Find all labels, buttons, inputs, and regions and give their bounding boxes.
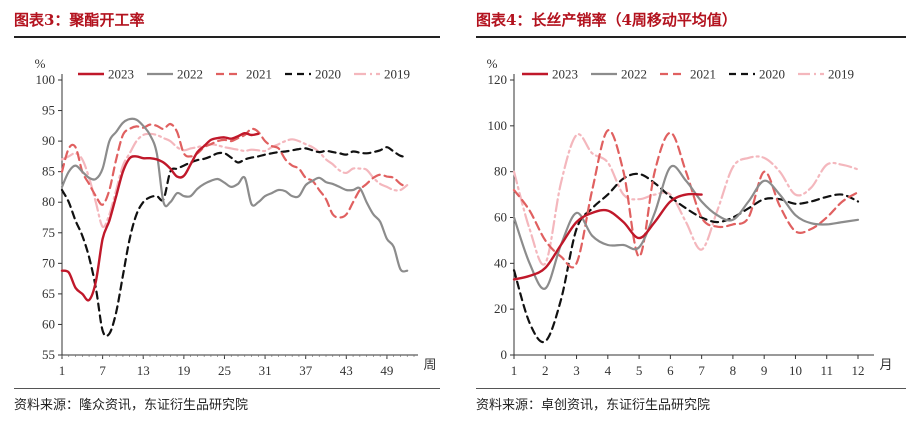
y-tick-label: 100 bbox=[36, 72, 56, 87]
y-tick-label: 20 bbox=[494, 301, 507, 316]
series-line-2019 bbox=[512, 133, 860, 266]
legend: 2023 2022 2021 2020 2019 bbox=[522, 67, 854, 82]
series-line-2023 bbox=[512, 192, 703, 281]
legend: 2023 2022 2021 2020 2019 bbox=[78, 67, 410, 82]
series-line-2023 bbox=[60, 131, 260, 302]
source-rule bbox=[476, 388, 906, 389]
y-tick-label: 70 bbox=[42, 255, 55, 270]
x-tick-label: 7 bbox=[99, 363, 106, 378]
source-note: 资料来源：隆众资讯，东证衍生品研究院 bbox=[14, 398, 249, 413]
series-line-2022 bbox=[512, 164, 860, 290]
x-tick-label: 1 bbox=[511, 363, 518, 378]
y-tick-label: 100 bbox=[488, 118, 508, 133]
legend-label-2022: 2022 bbox=[177, 67, 203, 82]
line-chart-polyester-operating-rate: 55 60 65 70 75 80 85 90 95 100% 1 7 13 19 25 31 37 43 49 周 2… bbox=[35, 56, 437, 378]
chart-title: 图表4：长丝产销率（4周移动平均值） bbox=[476, 11, 737, 29]
y-tick-label: 60 bbox=[494, 210, 507, 225]
chart-panel-filament-sales-rate: 图表4：长丝产销率（4周移动平均值） 0 20 40 60 80 100 120% 1 2 3 4 5… bbox=[462, 0, 912, 423]
x-tick-label: 10 bbox=[789, 363, 802, 378]
x-tick-label: 1 bbox=[59, 363, 66, 378]
y-tick-label: 65 bbox=[42, 286, 55, 301]
y-tick-label: 75 bbox=[42, 225, 55, 240]
y-tick-label: 120 bbox=[488, 72, 508, 87]
x-tick-label: 13 bbox=[137, 363, 150, 378]
y-tick-label: 80 bbox=[42, 194, 55, 209]
legend-label-2023: 2023 bbox=[552, 67, 578, 82]
x-axis-unit-label: 周 bbox=[423, 357, 436, 372]
y-tick-label: 60 bbox=[42, 316, 55, 331]
chart-title: 图表3：聚酯开工率 bbox=[14, 11, 145, 29]
source-rule bbox=[14, 388, 440, 389]
x-tick-label: 25 bbox=[218, 363, 231, 378]
x-tick-label: 37 bbox=[299, 363, 313, 378]
y-axis-unit-label: % bbox=[35, 56, 46, 71]
y-tick-label: 90 bbox=[42, 133, 55, 148]
legend-label-2021: 2021 bbox=[246, 67, 272, 82]
x-tick-label: 31 bbox=[259, 363, 272, 378]
legend-label-2019: 2019 bbox=[828, 67, 854, 82]
legend-label-2023: 2023 bbox=[108, 67, 134, 82]
y-tick-label: 0 bbox=[501, 347, 508, 362]
y-axis-unit-label: % bbox=[487, 56, 498, 71]
series-line-2019 bbox=[60, 132, 409, 229]
series-line-2022 bbox=[60, 117, 409, 273]
series-line-2021 bbox=[60, 122, 409, 219]
x-tick-label: 12 bbox=[852, 363, 865, 378]
x-tick-label: 9 bbox=[761, 363, 768, 378]
x-axis-unit-label: 月 bbox=[879, 357, 892, 372]
legend-label-2020: 2020 bbox=[315, 67, 341, 82]
x-tick-label: 4 bbox=[605, 363, 612, 378]
legend-label-2019: 2019 bbox=[384, 67, 410, 82]
x-tick-label: 43 bbox=[340, 363, 353, 378]
x-tick-label: 2 bbox=[542, 363, 549, 378]
x-tick-label: 49 bbox=[380, 363, 393, 378]
x-tick-label: 8 bbox=[730, 363, 737, 378]
x-tick-label: 6 bbox=[667, 363, 674, 378]
title-rule bbox=[476, 36, 906, 38]
title-rule bbox=[14, 36, 440, 38]
source-note: 资料来源：卓创资讯，东证衍生品研究院 bbox=[476, 398, 711, 413]
x-tick-label: 5 bbox=[636, 363, 643, 378]
y-tick-label: 80 bbox=[494, 164, 507, 179]
chart-panel-polyester-operating-rate: 图表3：聚酯开工率 55 60 65 70 75 80 85 90 95 100% 1 7 13 19 25… bbox=[0, 0, 446, 423]
y-tick-label: 85 bbox=[42, 164, 55, 179]
y-tick-label: 95 bbox=[42, 103, 55, 118]
x-tick-label: 11 bbox=[820, 363, 833, 378]
series-line-2020 bbox=[512, 172, 860, 344]
x-tick-label: 7 bbox=[698, 363, 705, 378]
legend-label-2021: 2021 bbox=[690, 67, 716, 82]
series-line-2020 bbox=[60, 146, 409, 338]
legend-label-2020: 2020 bbox=[759, 67, 785, 82]
y-tick-label: 40 bbox=[494, 255, 507, 270]
legend-label-2022: 2022 bbox=[621, 67, 647, 82]
y-tick-label: 55 bbox=[42, 347, 55, 362]
series-line-2021 bbox=[512, 129, 860, 269]
x-tick-label: 3 bbox=[573, 363, 580, 378]
x-tick-label: 19 bbox=[177, 363, 190, 378]
